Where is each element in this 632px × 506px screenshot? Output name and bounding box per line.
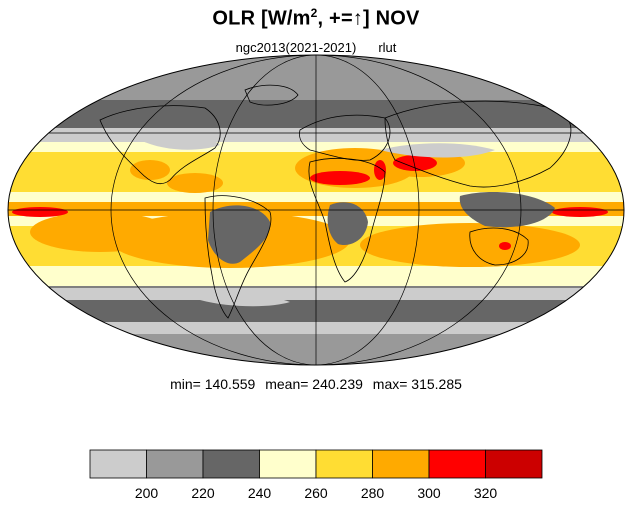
south-asia-pale [380, 143, 495, 158]
caribbean-warm [167, 173, 223, 193]
legend-tick-label: 220 [191, 485, 215, 501]
legend-swatch-7 [485, 449, 543, 479]
legend-swatch-4 [315, 449, 373, 479]
north-america-gray [140, 133, 220, 150]
meridian-outer [110, 55, 522, 365]
maritime-continent-convection [459, 192, 555, 228]
legend-tick-label: 280 [361, 485, 385, 501]
arabia-hot [393, 155, 437, 171]
north-america-coast [99, 105, 221, 185]
up-arrow-icon: ↑ [352, 7, 364, 30]
australia-coast [469, 227, 529, 266]
west-pacific-hot [552, 207, 608, 217]
australia-hot [499, 242, 511, 250]
globe-border [7, 54, 625, 366]
greenland-coast [244, 84, 299, 106]
title-sign: , += [317, 7, 353, 30]
asia-coast [384, 100, 572, 188]
africa-coast [308, 158, 386, 283]
egypt-hot [374, 160, 386, 180]
legend-swatch-6 [428, 449, 486, 479]
variable-label: rlut [378, 40, 397, 55]
legend-swatch-5 [372, 449, 430, 479]
legend-swatch-0 [89, 449, 147, 479]
meridian-inner [212, 55, 420, 365]
legend-tick-label: 260 [304, 485, 328, 501]
stat-mean: mean= 240.239 [265, 376, 363, 392]
stat-min: min= 140.559 [170, 376, 256, 392]
legend-tick-label: 240 [248, 485, 272, 501]
south-america-coast [204, 195, 272, 319]
legend-swatch-3 [259, 449, 317, 479]
legend-swatch-1 [146, 449, 204, 479]
mexico-warm [130, 160, 170, 180]
legend-tick-label: 300 [417, 485, 441, 501]
legend-tick-label: 320 [474, 485, 498, 501]
south-indian-high [360, 223, 580, 267]
europe-coast [299, 114, 391, 161]
amazon-convection [208, 205, 271, 264]
title-text: OLR [W/m [212, 7, 311, 30]
south-atlantic-gray [200, 294, 290, 307]
figure-subtitle: ngc2013(2021-2021) rlut [0, 40, 632, 55]
congo-convection [327, 202, 368, 246]
graticule [8, 55, 624, 365]
legend-tick-label: 200 [135, 485, 159, 501]
east-pacific-hot [12, 207, 68, 217]
stat-max: max= 315.285 [372, 376, 462, 392]
title-month: ] NOV [363, 7, 420, 30]
coastlines [99, 84, 572, 319]
field-statistics: min= 140.559 mean= 240.239 max= 315.285 [0, 376, 632, 392]
figure-title: OLR [W/m2, +=↑] NOV [0, 6, 632, 31]
sahara-hot [310, 171, 370, 185]
legend-swatch-2 [202, 449, 260, 479]
experiment-label: ngc2013(2021-2021) [235, 40, 357, 55]
title-superscript: 2 [310, 6, 318, 20]
southeast-pacific-high [30, 212, 170, 252]
